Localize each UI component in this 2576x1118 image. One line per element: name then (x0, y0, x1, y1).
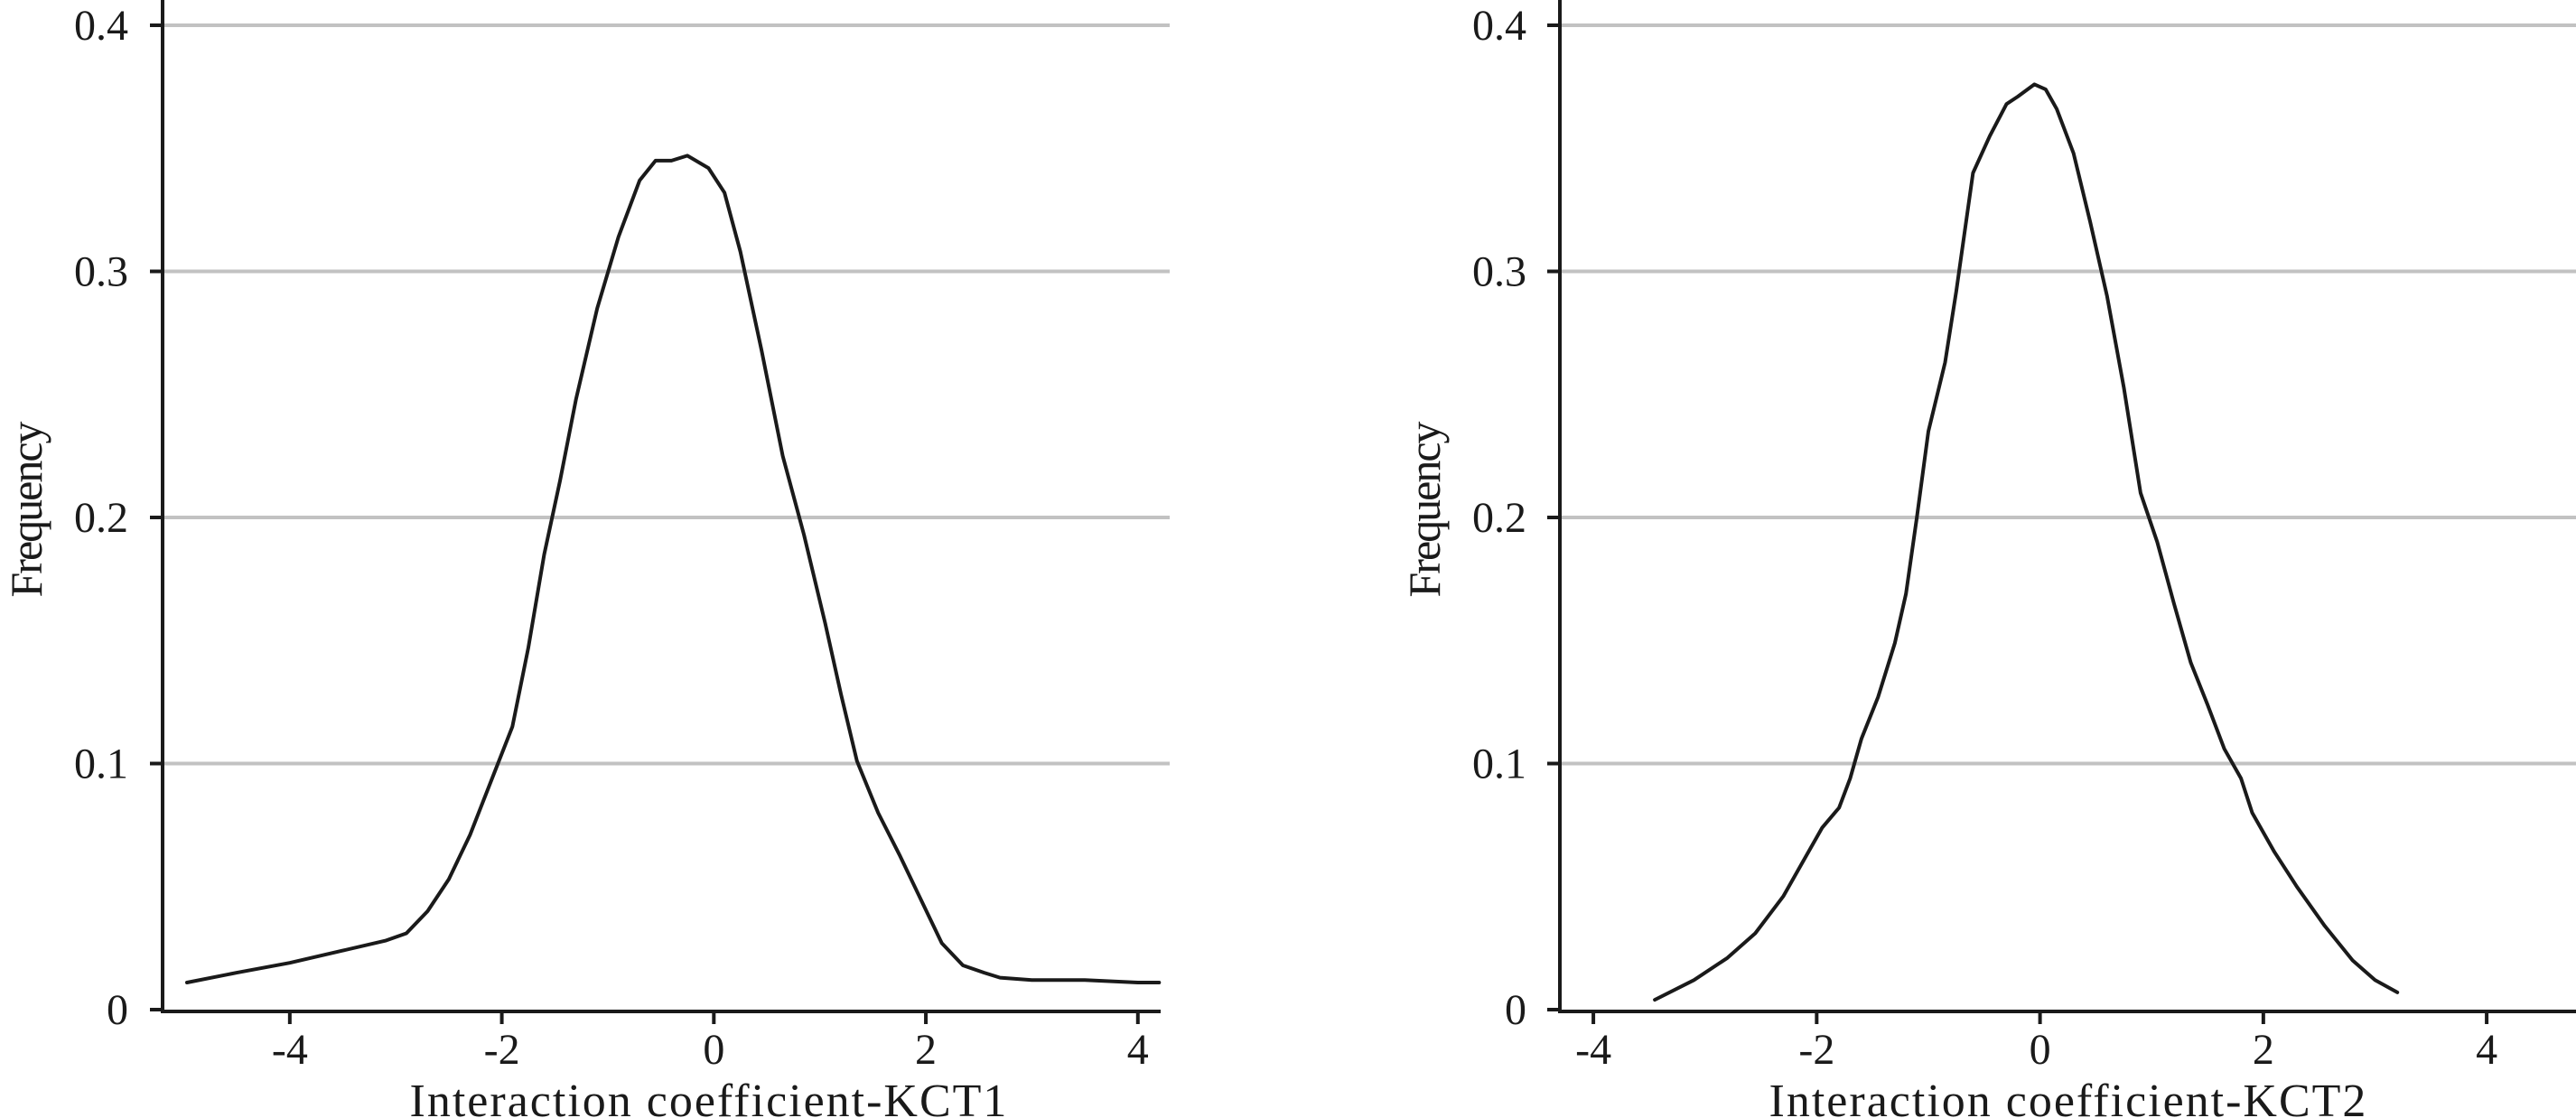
x-tick-label-2: 0 (703, 1026, 724, 1074)
chart-panel-kct2: 0 0.1 0.2 0.3 0.4 -4 -2 0 2 4 Interaction coeffici… (1399, 0, 2576, 1118)
y-axis-label: Frequency (1399, 421, 1450, 597)
x-tick-label-0: -4 (1575, 1026, 1611, 1074)
x-tick-label-1: -2 (1798, 1026, 1834, 1074)
chart-panel-kct1: 0 0.1 0.2 0.3 0.4 -4 -2 0 2 4 Interaction coeffici… (1, 0, 1170, 1118)
y-tick-label-0: 0 (107, 986, 128, 1034)
x-tick-label-4: 4 (1127, 1026, 1149, 1074)
y-axis-label: Frequency (1, 421, 51, 597)
x-tick-label-4: 4 (2476, 1026, 2497, 1074)
y-tick-label-2: 0.2 (74, 494, 128, 542)
density-curve (1653, 82, 2400, 1002)
y-tick-label-4: 0.4 (74, 2, 128, 50)
x-axis-label: Interaction coefficient-KCT2 (1769, 1076, 2368, 1118)
y-tick-label-3: 0.3 (1472, 248, 1526, 296)
x-axis-label: Interaction coefficient-KCT1 (410, 1076, 1009, 1118)
y-tick-label-0: 0 (1505, 986, 1526, 1034)
y-tick-label-3: 0.3 (74, 248, 128, 296)
y-tick-label-2: 0.2 (1472, 494, 1526, 542)
x-tick-label-0: -4 (272, 1026, 308, 1074)
y-tick-label-1: 0.1 (74, 741, 128, 788)
x-tick-label-1: -2 (484, 1026, 520, 1074)
x-tick-label-2: 0 (2030, 1026, 2051, 1074)
x-tick-label-3: 2 (915, 1026, 937, 1074)
x-tick-label-3: 2 (2253, 1026, 2274, 1074)
density-curve (185, 154, 1162, 984)
y-tick-label-1: 0.1 (1472, 741, 1526, 788)
y-tick-label-4: 0.4 (1472, 2, 1526, 50)
